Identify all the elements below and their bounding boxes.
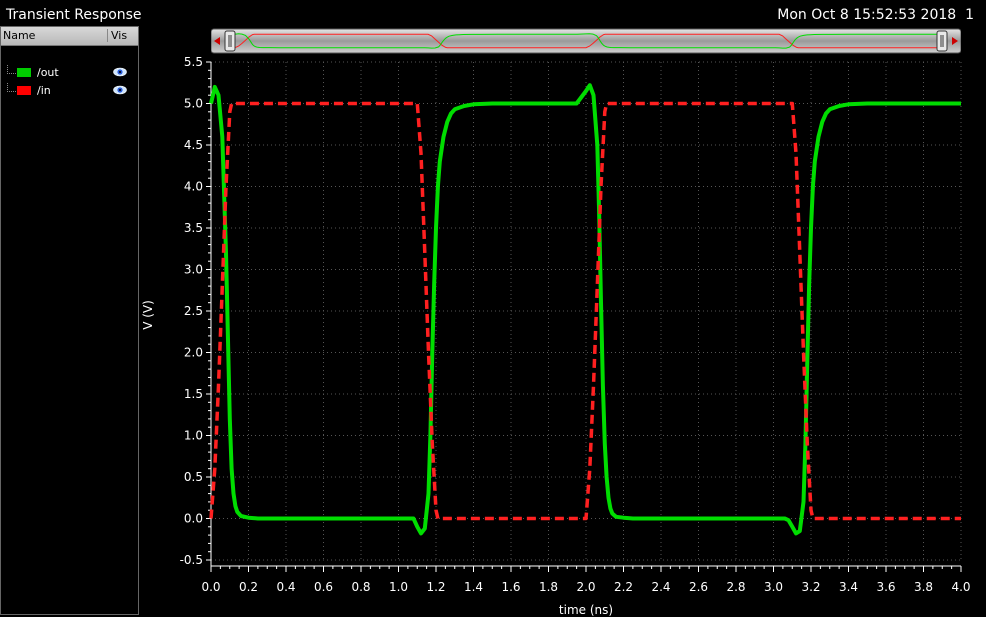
slider-track xyxy=(211,28,961,54)
x-tick-label: 2.8 xyxy=(726,580,745,594)
tree-connector xyxy=(7,65,16,74)
legend-panel: Name Vis /out /in xyxy=(0,26,139,615)
x-tick-label: 0.6 xyxy=(314,580,333,594)
y-axis-label: V (V) xyxy=(141,300,155,330)
slider-right-handle[interactable] xyxy=(936,30,948,52)
y-tick-label: 2.0 xyxy=(184,346,203,360)
x-tick-label: 0.4 xyxy=(276,580,295,594)
x-tick-label: 1.4 xyxy=(464,580,483,594)
legend-item-label: /in xyxy=(37,84,51,97)
series-line-in xyxy=(209,101,961,521)
legend-swatch xyxy=(17,68,31,77)
x-tick-label: 2.6 xyxy=(689,580,708,594)
x-tick-label: 0.8 xyxy=(351,580,370,594)
legend-swatch xyxy=(17,86,31,95)
subwindow-number: 1 xyxy=(965,7,974,23)
x-tick-labels: 0.0 0.2 0.4 0.6 0.8 1.0 1.2 1.4 1.6 1.8 2.0 2.2 2.4 2… xyxy=(201,580,970,594)
slider-preview-in xyxy=(234,33,937,49)
y-tick-label: 2.5 xyxy=(184,304,203,318)
legend-col-name[interactable]: Name xyxy=(3,29,36,42)
x-tick-label: 1.8 xyxy=(539,580,558,594)
legend-item-in[interactable]: /in xyxy=(1,83,138,99)
x-tick-label: 3.6 xyxy=(876,580,895,594)
eye-icon[interactable] xyxy=(113,67,127,77)
y-tick-label: 5.5 xyxy=(184,55,203,69)
plot-axes xyxy=(206,61,962,572)
y-tick-label: -0.5 xyxy=(180,553,203,567)
x-tick-label: 0.0 xyxy=(201,580,220,594)
tree-connector xyxy=(7,83,16,92)
legend-item-out[interactable]: /out xyxy=(1,65,138,81)
y-tick-label: 1.5 xyxy=(184,387,203,401)
window-timestamp: Mon Oct 8 15:52:53 2018 1 xyxy=(777,7,974,23)
window-title-bar: Transient Response Mon Oct 8 15:52:53 20… xyxy=(0,4,986,26)
x-tick-label: 2.0 xyxy=(576,580,595,594)
series-line-out xyxy=(209,83,961,536)
y-tick-label: 3.0 xyxy=(184,263,203,277)
y-tick-label: 4.5 xyxy=(184,138,203,152)
zoom-slider[interactable] xyxy=(211,28,961,54)
legend-header: Name Vis xyxy=(1,27,138,46)
plot-grid xyxy=(210,61,962,561)
scroll-right-arrow-icon[interactable] xyxy=(952,37,958,45)
x-tick-label: 3.2 xyxy=(801,580,820,594)
y-tick-label: 3.5 xyxy=(184,221,203,235)
legend-col-vis[interactable]: Vis xyxy=(107,29,127,42)
y-tick-label: 5.0 xyxy=(184,97,203,111)
slider-preview-out xyxy=(234,33,937,49)
x-tick-label: 3.4 xyxy=(839,580,858,594)
slider-preview-waves xyxy=(234,33,937,49)
x-axis-label: time (ns) xyxy=(559,603,613,617)
x-tick-label: 1.2 xyxy=(426,580,445,594)
y-tick-label: 1.0 xyxy=(184,429,203,443)
eye-icon[interactable] xyxy=(113,85,127,95)
y-tick-label: 4.0 xyxy=(184,180,203,194)
x-tick-label: 1.6 xyxy=(501,580,520,594)
x-tick-label: 2.4 xyxy=(651,580,670,594)
y-tick-label: 0.0 xyxy=(184,512,203,526)
slider-left-handle[interactable] xyxy=(224,30,236,52)
scroll-left-arrow-icon[interactable] xyxy=(214,37,220,45)
x-tick-label: 2.2 xyxy=(614,580,633,594)
y-tick-labels: -0.5 0.0 0.5 1.0 1.5 2.0 2.5 3.0 3.5 4.0 4.5 5.0 5.5 xyxy=(180,55,203,567)
x-tick-label: 3.8 xyxy=(914,580,933,594)
legend-item-label: /out xyxy=(37,66,59,79)
x-tick-label: 3.0 xyxy=(764,580,783,594)
x-tick-label: 4.0 xyxy=(951,580,970,594)
y-tick-label: 0.5 xyxy=(184,470,203,484)
window-title: Transient Response xyxy=(6,7,142,23)
plot-curves xyxy=(209,83,961,536)
x-tick-label: 0.2 xyxy=(239,580,258,594)
x-tick-label: 1.0 xyxy=(389,580,408,594)
